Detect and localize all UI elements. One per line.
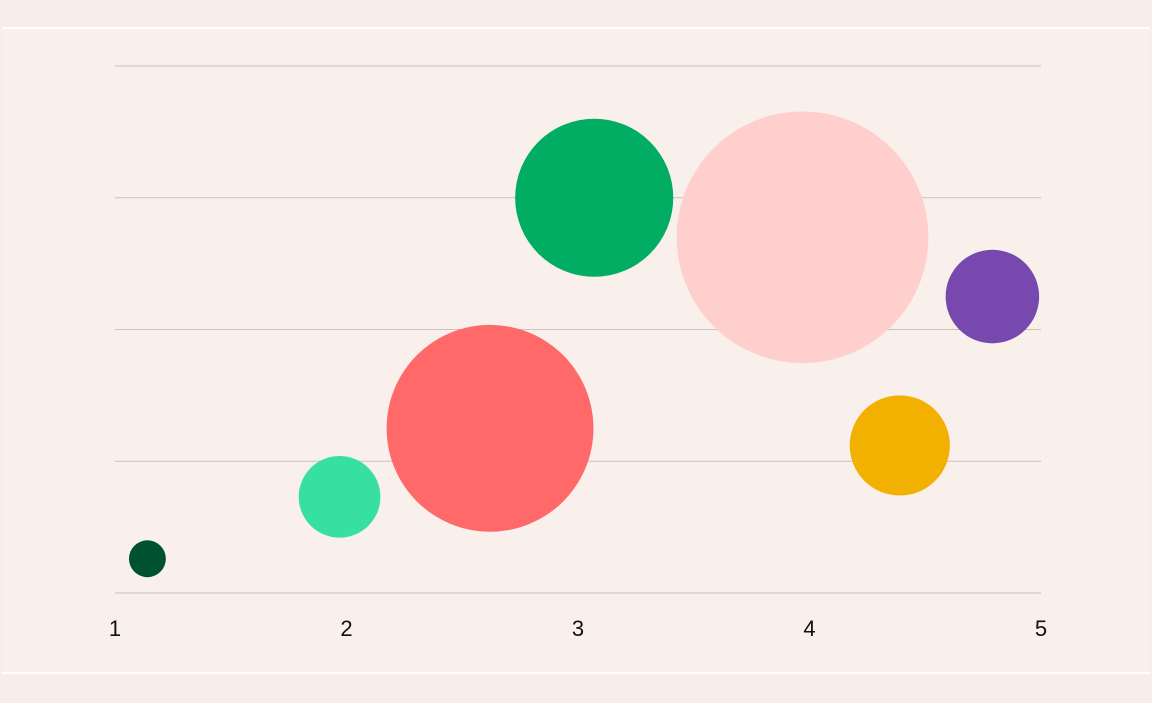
bubble-layer — [128, 111, 1040, 578]
bubble-0 — [128, 540, 166, 578]
x-tick-label-4: 4 — [803, 616, 815, 641]
x-axis-ticks: 1 2 3 4 5 — [109, 616, 1047, 641]
x-tick-label-3: 3 — [572, 616, 584, 641]
bubble-3 — [515, 118, 674, 277]
bubble-4 — [676, 111, 929, 364]
bubble-1 — [298, 455, 381, 538]
bubble-5 — [849, 395, 950, 496]
x-tick-label-1: 1 — [109, 616, 121, 641]
x-tick-label-2: 2 — [340, 616, 352, 641]
x-tick-label-5: 5 — [1035, 616, 1047, 641]
bubble-2 — [386, 324, 594, 532]
bubble-6 — [945, 249, 1040, 344]
